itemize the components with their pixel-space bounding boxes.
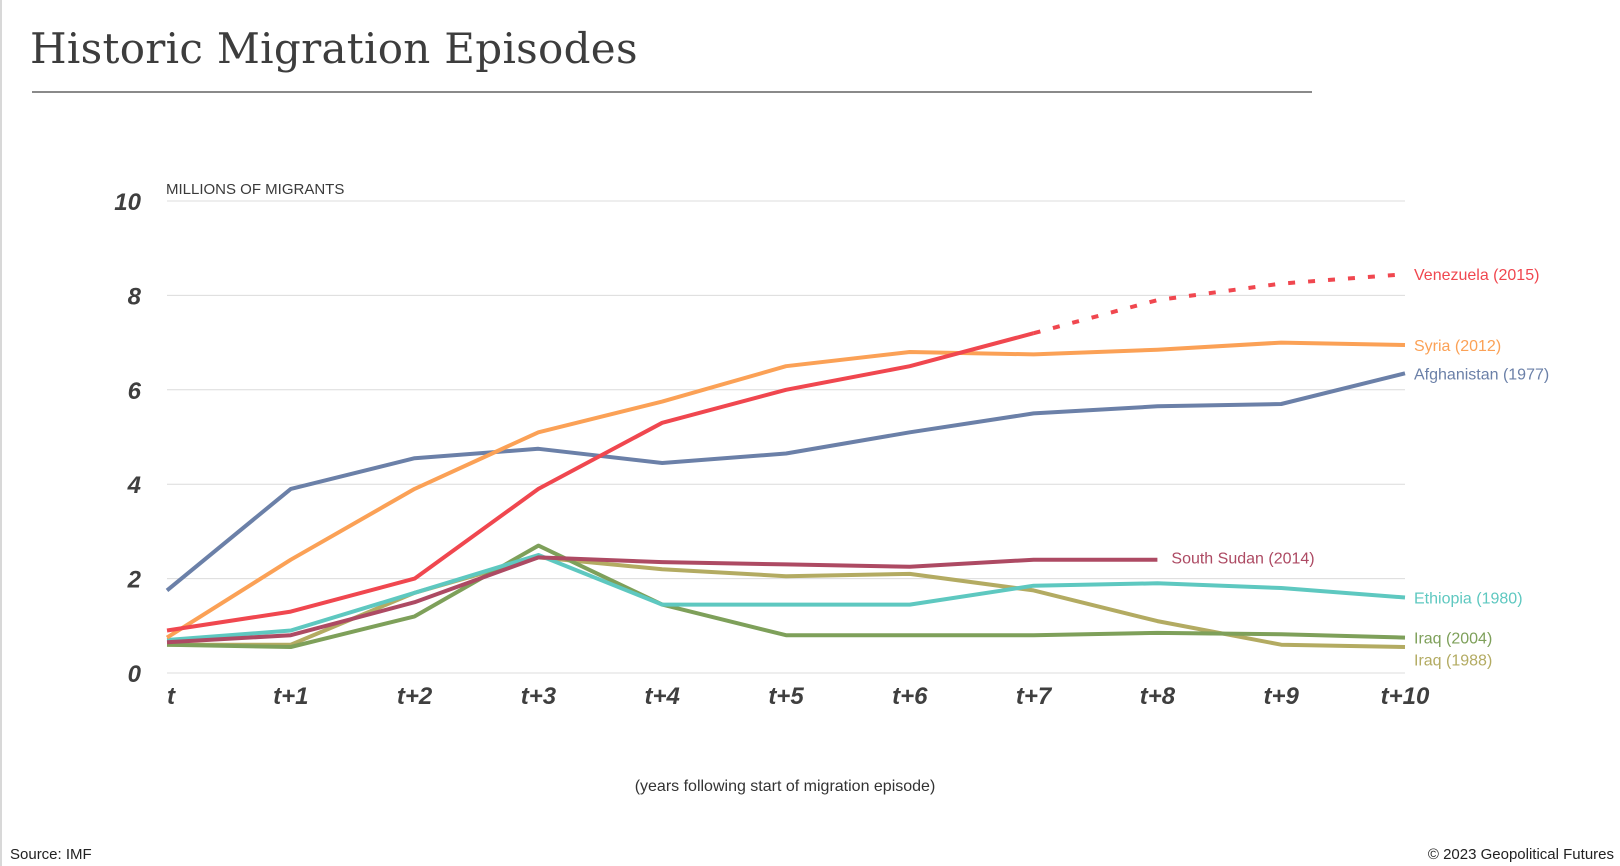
series-label-iraq-1988: Iraq (1988) bbox=[1414, 653, 1492, 670]
series-labels: Venezuela (2015) Syria (2012) Afghanistan … bbox=[1171, 267, 1549, 669]
frame-border bbox=[0, 0, 2, 866]
x-tick-labels: t t+1 t+2 t+3 t+4 t+5 t+6 t+7 t+8 t+9 t+10 bbox=[167, 683, 1430, 710]
x-tick-label: t+2 bbox=[397, 683, 433, 710]
series-line-syria-2012 bbox=[165, 340, 1406, 640]
title-divider bbox=[32, 91, 1312, 93]
y-tick-label: 8 bbox=[128, 283, 142, 310]
x-tick-label: t+1 bbox=[273, 683, 308, 710]
x-tick-label: t+4 bbox=[645, 683, 680, 710]
page-title: Historic Migration Episodes bbox=[30, 24, 638, 73]
x-tick-label: t+7 bbox=[1016, 683, 1053, 710]
y-tick-labels: 0 2 4 6 8 10 bbox=[114, 189, 141, 688]
series-label-syria-2012: Syria (2012) bbox=[1414, 338, 1501, 355]
gridlines bbox=[167, 200, 1405, 674]
y-tick-label: 10 bbox=[114, 189, 141, 216]
y-tick-label: 4 bbox=[127, 472, 141, 499]
y-tick-label: 2 bbox=[127, 567, 142, 594]
series-label-ethiopia-1980: Ethiopia (1980) bbox=[1414, 590, 1523, 607]
series-line-south-sudan-2014 bbox=[166, 555, 1158, 645]
copyright-note: © 2023 Geopolitical Futures bbox=[1427, 846, 1614, 863]
x-tick-label: t+10 bbox=[1381, 683, 1430, 710]
x-tick-label: t bbox=[167, 683, 176, 710]
x-tick-label: t+5 bbox=[768, 683, 804, 710]
series-label-afghanistan-1977: Afghanistan (1977) bbox=[1414, 366, 1549, 383]
series-label-south-sudan-2014: South Sudan (2014) bbox=[1171, 551, 1314, 568]
y-axis-label: MILLIONS OF MIGRANTS bbox=[166, 181, 344, 198]
series-line-afghanistan-1977 bbox=[165, 371, 1406, 592]
series-lines bbox=[165, 272, 1406, 649]
series-projection-venezuela-2015 bbox=[1033, 272, 1406, 336]
x-tick-label: t+6 bbox=[892, 683, 928, 710]
y-tick-label: 6 bbox=[128, 378, 142, 405]
y-tick-label: 0 bbox=[128, 661, 142, 688]
x-tick-label: t+3 bbox=[521, 683, 557, 710]
series-line-venezuela-2015 bbox=[166, 331, 1035, 633]
series-line-iraq-2004 bbox=[166, 543, 1406, 649]
series-label-venezuela-2015: Venezuela (2015) bbox=[1414, 267, 1539, 284]
series-line-ethiopia-1980 bbox=[166, 553, 1406, 642]
series-line-iraq-1988 bbox=[167, 555, 1406, 649]
source-note: Source: IMF bbox=[10, 846, 92, 863]
series-label-iraq-2004: Iraq (2004) bbox=[1414, 631, 1492, 648]
x-tick-label: t+8 bbox=[1140, 683, 1176, 710]
x-tick-label: t+9 bbox=[1264, 683, 1300, 710]
x-axis-label: (years following start of migration epis… bbox=[635, 778, 936, 795]
